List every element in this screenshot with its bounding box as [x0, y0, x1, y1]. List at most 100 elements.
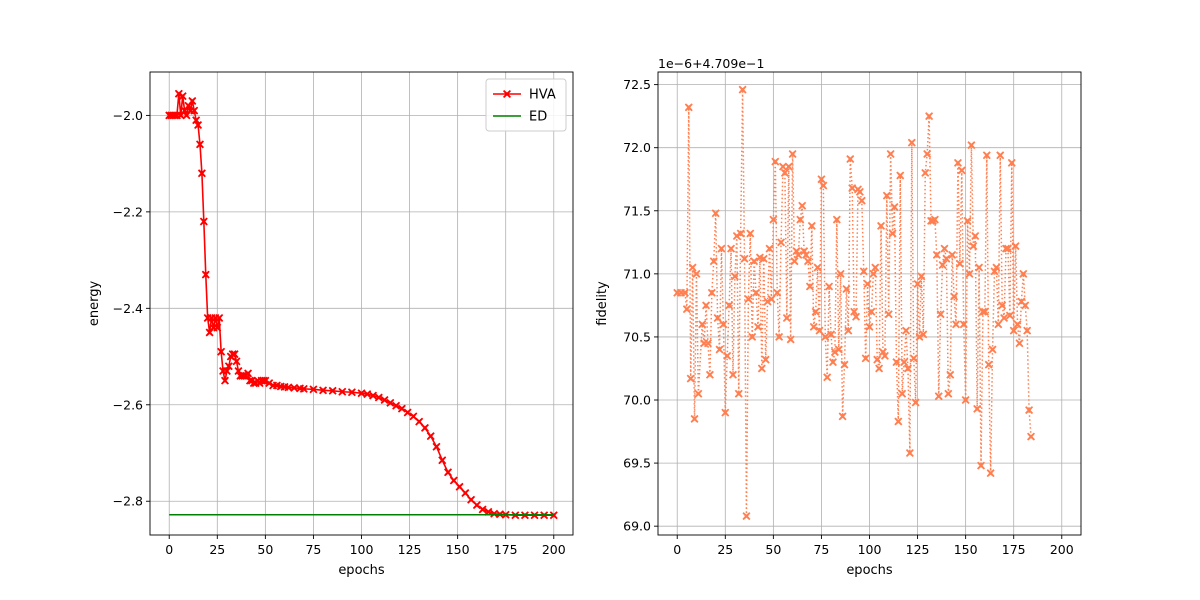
- fidelity-y-tick-label: 69.5: [623, 456, 651, 471]
- energy-series-hva-point: [195, 140, 204, 149]
- fidelity-series-0-point: [690, 414, 699, 423]
- fidelity-series-0-point: [965, 269, 974, 278]
- energy-x-tick-label: 100: [350, 542, 374, 557]
- fidelity-series-0-point: [771, 157, 780, 166]
- energy-series-hva-point: [319, 386, 328, 395]
- energy-x-tick-label: 75: [305, 542, 321, 557]
- fidelity-series-0-point: [792, 247, 801, 256]
- fidelity-series-0-point: [848, 184, 857, 193]
- energy-series-hva-point: [490, 509, 499, 518]
- fidelity-series-0-point: [950, 292, 959, 301]
- fidelity-series-0-point: [811, 307, 820, 316]
- fidelity-series-0-point: [961, 396, 970, 405]
- fidelity-series-0-point: [978, 307, 987, 316]
- energy-series-hva-point: [284, 383, 293, 392]
- fidelity-series-0-point: [902, 326, 911, 335]
- fidelity-series-0-point: [717, 244, 726, 253]
- fidelity-series-0-point: [959, 320, 968, 329]
- fidelity-series-0-point: [777, 238, 786, 247]
- fidelity-x-tick-label: 200: [1050, 542, 1074, 557]
- fidelity-series-0-point: [857, 196, 866, 205]
- fidelity-series-0-point: [725, 301, 734, 310]
- energy-series-hva-point: [432, 442, 441, 451]
- fidelity-series-0-point: [892, 358, 901, 367]
- fidelity-series-0-point: [698, 320, 707, 329]
- legend-label-hva: HVA: [529, 88, 556, 103]
- fidelity-series-0-line: [677, 88, 1032, 517]
- fidelity-series-0-point: [790, 257, 799, 266]
- fidelity-x-axis-label: epochs: [846, 563, 893, 578]
- fidelity-series-0-point: [840, 360, 849, 369]
- fidelity-series-0-point: [884, 310, 893, 319]
- fidelity-series-0-point: [869, 269, 878, 278]
- fidelity-series-0-point: [946, 370, 955, 379]
- fidelity-series-0-point: [825, 282, 834, 291]
- fidelity-series-0-point: [952, 320, 961, 329]
- energy-series-hva-point: [392, 401, 401, 410]
- energy-legend: HVA ED: [485, 78, 567, 132]
- fidelity-x-tick-label: 75: [813, 542, 829, 557]
- fidelity-series-0-point: [994, 320, 1003, 329]
- fidelity-series-0-point: [713, 314, 722, 323]
- fidelity-series-0-point: [871, 263, 880, 272]
- fidelity-series-0-point: [803, 257, 812, 266]
- fidelity-series-0-point: [944, 389, 953, 398]
- energy-series-hva-point: [347, 388, 356, 397]
- energy-y-tick-label: −2.6: [113, 397, 143, 412]
- fidelity-series-0-point: [896, 171, 905, 180]
- fidelity-series-0-point: [930, 215, 939, 224]
- fidelity-series-0-point: [842, 284, 851, 293]
- fidelity-y-tick-label: 70.5: [623, 329, 651, 344]
- fidelity-series-0-point: [1007, 158, 1016, 167]
- fidelity-series-0-point: [986, 469, 995, 478]
- fidelity-series-0-point: [925, 112, 934, 121]
- energy-series-hva-point: [188, 96, 197, 105]
- fidelity-x-tick-label: 125: [906, 542, 930, 557]
- fidelity-series-0-point: [1021, 301, 1030, 310]
- fidelity-series-0-point: [750, 257, 759, 266]
- fidelity-series-0-point: [998, 301, 1007, 310]
- fidelity-series-0-point: [984, 360, 993, 369]
- energy-x-tick-label: 175: [494, 542, 518, 557]
- fidelity-series-0-point: [905, 448, 914, 457]
- fidelity-series-0-point: [948, 250, 957, 259]
- fidelity-x-tick-label: 150: [954, 542, 978, 557]
- fidelity-series-0: [673, 85, 1036, 521]
- fidelity-series-0-point: [921, 168, 930, 177]
- fidelity-series-0-point: [873, 355, 882, 364]
- fidelity-series-0-point: [807, 221, 816, 230]
- fidelity-series-0-point: [692, 269, 701, 278]
- fidelity-series-0-point: [917, 272, 926, 281]
- fidelity-series-0-point: [977, 461, 986, 470]
- fidelity-series-0-point: [1015, 339, 1024, 348]
- fidelity-series-0-point: [684, 103, 693, 112]
- energy-series-hva-point: [409, 412, 418, 421]
- fidelity-series-0-point: [903, 364, 912, 373]
- energy-x-tick-label: 125: [398, 542, 422, 557]
- fidelity-series-0-point: [880, 351, 889, 360]
- energy-series-hva-point: [224, 362, 233, 371]
- fidelity-series-0-point: [913, 279, 922, 288]
- fidelity-series-0-point: [832, 215, 841, 224]
- energy-series-hva-point: [199, 217, 208, 226]
- energy-series-hva-point: [244, 369, 253, 378]
- energy-series-hva-point: [386, 398, 395, 407]
- fidelity-series-0-point: [802, 250, 811, 259]
- fidelity-series-0-point: [773, 288, 782, 297]
- fidelity-series-0-point: [784, 162, 793, 171]
- fidelity-y-axis-label: fidelity: [595, 281, 610, 326]
- energy-series-hva-point: [338, 387, 347, 396]
- energy-series-hva-point: [549, 511, 558, 520]
- energy-series-hva-point: [178, 92, 187, 101]
- energy-series-hva-point: [455, 482, 464, 491]
- energy-y-tick-label: −2.2: [113, 204, 143, 219]
- fidelity-series-0-point: [702, 301, 711, 310]
- fidelity-series-0-point: [1013, 320, 1022, 329]
- energy-series-hva: [165, 89, 558, 520]
- fidelity-series-0-point: [834, 345, 843, 354]
- fidelity-series-0-point: [894, 417, 903, 426]
- fidelity-series-0-point: [769, 215, 778, 224]
- fidelity-series-0-point: [911, 398, 920, 407]
